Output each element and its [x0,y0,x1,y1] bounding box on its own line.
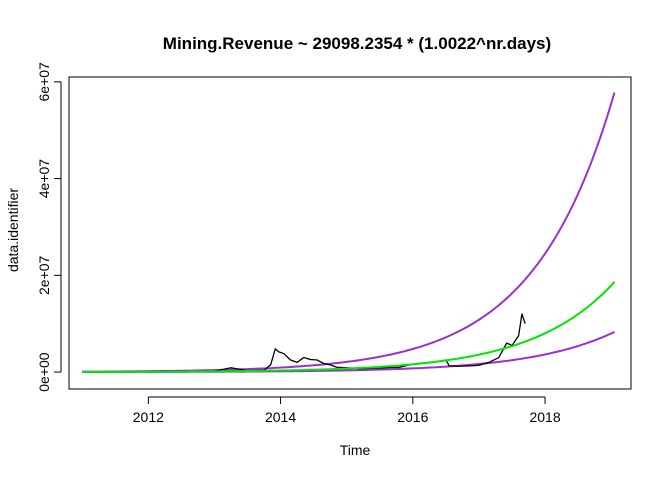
plot-frame [68,76,632,390]
series-line-observed [82,313,526,373]
x-tick-label: 2016 [397,409,428,425]
chart-title: Mining.Revenue ~ 29098.2354 * (1.0022^nr… [163,34,551,53]
plot-area [82,92,616,373]
y-tick-label: 2e+07 [36,255,52,295]
x-axis: 2012 2014 2016 2018 [133,396,561,425]
y-axis: 0e+00 2e+07 4e+07 6e+07 [36,62,62,392]
y-axis-label: data.identifier [5,188,21,272]
x-axis-label: Time [340,442,371,458]
y-tick-label: 4e+07 [36,159,52,199]
x-tick-label: 2012 [133,409,164,425]
y-tick-label: 6e+07 [36,62,52,102]
y-tick-label: 0e+00 [36,352,52,392]
x-tick-label: 2014 [265,409,296,425]
x-tick-label: 2018 [529,409,560,425]
series-line-fitted [82,281,616,373]
series-line-upper [82,92,616,373]
